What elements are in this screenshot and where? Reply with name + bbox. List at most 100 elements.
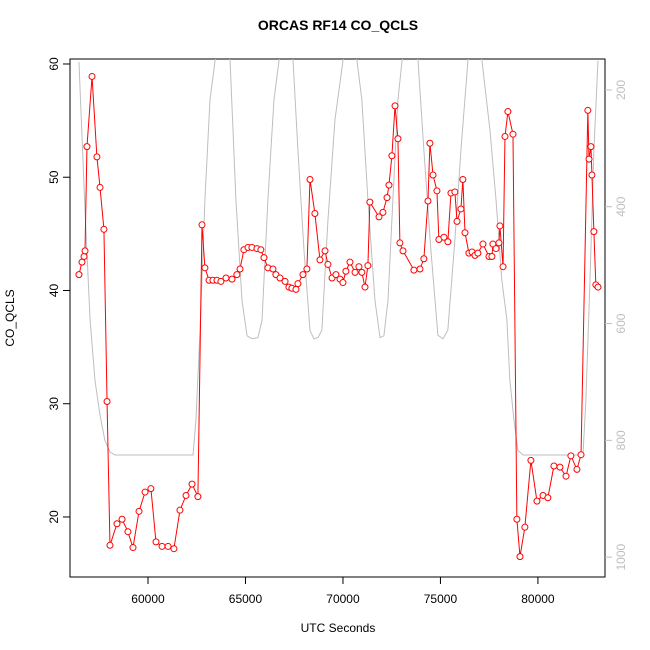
data-point	[444, 238, 452, 246]
data-point	[217, 277, 225, 285]
data-point	[332, 271, 340, 279]
y2-tick-label: 200	[614, 80, 628, 100]
data-point	[594, 283, 602, 291]
y2-tick-label: 400	[614, 196, 628, 216]
data-point	[388, 152, 396, 160]
data-point	[141, 488, 149, 496]
pressure-line	[78, 59, 599, 456]
data-point	[81, 247, 89, 255]
data-point	[299, 271, 307, 279]
data-point	[228, 275, 236, 283]
data-point	[391, 102, 399, 110]
data-point	[339, 279, 347, 287]
data-point	[513, 515, 521, 523]
y-tick-label: 20	[47, 510, 61, 524]
data-point	[562, 472, 570, 480]
data-point	[366, 198, 374, 206]
data-point	[440, 233, 448, 241]
data-point	[303, 265, 311, 273]
data-point	[346, 258, 354, 266]
data-point	[426, 139, 434, 147]
data-point	[385, 181, 393, 189]
data-point	[198, 221, 206, 229]
data-point	[587, 143, 595, 151]
data-point	[429, 171, 437, 179]
data-point	[106, 541, 114, 549]
x-tick-label: 65000	[229, 592, 263, 606]
x-axis-label: UTC Seconds	[301, 621, 376, 635]
data-point	[269, 265, 277, 273]
data-point	[194, 493, 202, 501]
x-tick-label: 60000	[131, 592, 165, 606]
data-point	[544, 494, 552, 502]
data-point	[276, 274, 284, 282]
data-point	[453, 217, 461, 225]
data-point	[113, 520, 121, 528]
data-point	[457, 205, 465, 213]
data-point	[182, 491, 190, 499]
data-point	[492, 245, 500, 253]
x-tick-label: 70000	[326, 592, 360, 606]
data-point	[188, 480, 196, 488]
data-point	[233, 271, 241, 279]
data-point	[399, 247, 407, 255]
data-point	[135, 507, 143, 515]
plot-area	[75, 59, 602, 561]
data-point	[351, 268, 359, 276]
data-point	[394, 135, 402, 143]
data-point	[521, 523, 529, 531]
data-point	[100, 225, 108, 233]
data-point	[124, 528, 132, 536]
data-point	[88, 72, 96, 80]
data-point	[495, 239, 503, 247]
x-tick-label: 80000	[521, 592, 555, 606]
data-point	[433, 187, 441, 195]
data-point	[573, 465, 581, 473]
data-point	[80, 253, 88, 261]
data-point	[375, 213, 383, 221]
data-point	[459, 175, 467, 183]
data-point	[75, 271, 83, 279]
data-point	[355, 263, 363, 271]
data-point	[164, 542, 172, 550]
data-point	[496, 222, 504, 230]
plot-frame	[69, 58, 606, 578]
y-axis-label: CO_QCLS	[3, 289, 17, 346]
data-point	[550, 462, 558, 470]
data-point	[451, 188, 459, 196]
data-point	[306, 175, 314, 183]
data-point	[201, 264, 209, 272]
data-point	[585, 155, 593, 163]
data-point	[118, 515, 126, 523]
data-point	[147, 485, 155, 493]
data-point	[533, 497, 541, 505]
y2-tick-label: 800	[614, 430, 628, 450]
data-point	[584, 106, 592, 114]
data-point	[461, 229, 469, 237]
data-point	[501, 132, 509, 140]
chart-title: ORCAS RF14 CO_QCLS	[258, 17, 418, 33]
data-point	[509, 130, 517, 138]
y-tick-label: 50	[47, 170, 61, 184]
y-tick-label: 40	[47, 283, 61, 297]
data-point	[257, 246, 265, 254]
data-point	[361, 283, 369, 291]
data-point	[78, 258, 86, 266]
y-tick-label: 60	[47, 57, 61, 71]
data-point	[396, 239, 404, 247]
data-point	[342, 267, 350, 275]
data-point	[504, 108, 512, 116]
data-point	[567, 452, 575, 460]
data-point	[358, 268, 366, 276]
data-point	[103, 397, 111, 405]
data-point	[499, 263, 507, 271]
data-point	[577, 451, 585, 459]
data-point	[383, 194, 391, 202]
data-point	[292, 285, 300, 293]
data-point	[294, 280, 302, 288]
x-tick-label: 75000	[424, 592, 458, 606]
y2-tick-label: 1000	[614, 543, 628, 570]
data-point	[176, 506, 184, 514]
y-tick-label: 30	[47, 397, 61, 411]
